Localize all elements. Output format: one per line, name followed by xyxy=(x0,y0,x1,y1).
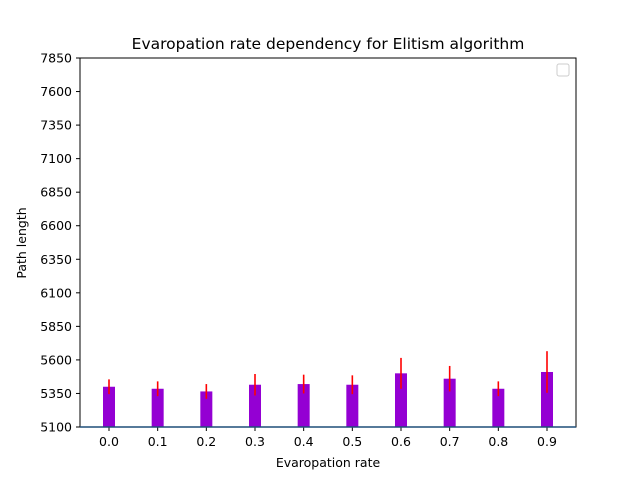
x-tick-label: 0.1 xyxy=(148,434,168,449)
y-tick-label: 7350 xyxy=(40,118,72,133)
x-tick-label: 0.9 xyxy=(537,434,557,449)
y-tick-label: 5350 xyxy=(40,386,72,401)
y-tick-label: 6600 xyxy=(40,218,72,233)
chart-title: Evaropation rate dependency for Elitism … xyxy=(132,35,525,53)
y-tick-label: 5850 xyxy=(40,319,72,334)
y-tick-label: 7600 xyxy=(40,84,72,99)
bar xyxy=(492,388,505,427)
x-axis: 0.0 0.1 0.2 0.3 0.4 0.5 0.6 0.7 0.8 0.9 xyxy=(99,427,557,449)
y-axis-label: Path length xyxy=(14,207,29,278)
y-tick-label: 5600 xyxy=(40,352,72,367)
bar-series xyxy=(103,371,553,427)
bar xyxy=(103,386,115,427)
y-tick-label: 7100 xyxy=(40,151,72,166)
error-bars xyxy=(108,351,548,399)
bar xyxy=(443,378,456,427)
x-tick-label: 0.0 xyxy=(99,434,119,449)
bar xyxy=(346,384,359,427)
x-axis-label: Evaropation rate xyxy=(276,455,381,470)
y-axis: 5100 5350 5600 5850 6100 6350 6600 6850 7100 7350… xyxy=(40,51,80,435)
y-tick-label: 6100 xyxy=(40,285,72,300)
x-tick-label: 0.8 xyxy=(488,434,508,449)
x-tick-label: 0.5 xyxy=(342,434,362,449)
y-tick-label: 7850 xyxy=(40,51,72,66)
bar xyxy=(297,384,310,427)
x-tick-label: 0.3 xyxy=(245,434,265,449)
y-tick-label: 6350 xyxy=(40,252,72,267)
x-tick-label: 0.7 xyxy=(440,434,460,449)
y-tick-label: 5100 xyxy=(40,420,72,435)
y-tick-label: 6850 xyxy=(40,185,72,200)
plot-area xyxy=(79,57,577,428)
x-tick-label: 0.6 xyxy=(391,434,411,449)
bar xyxy=(541,371,553,427)
legend-box xyxy=(556,63,570,77)
x-tick-label: 0.2 xyxy=(196,434,216,449)
bar xyxy=(200,391,213,427)
bar xyxy=(249,384,261,427)
bar xyxy=(151,388,164,427)
x-tick-label: 0.4 xyxy=(294,434,314,449)
bar xyxy=(395,373,407,427)
